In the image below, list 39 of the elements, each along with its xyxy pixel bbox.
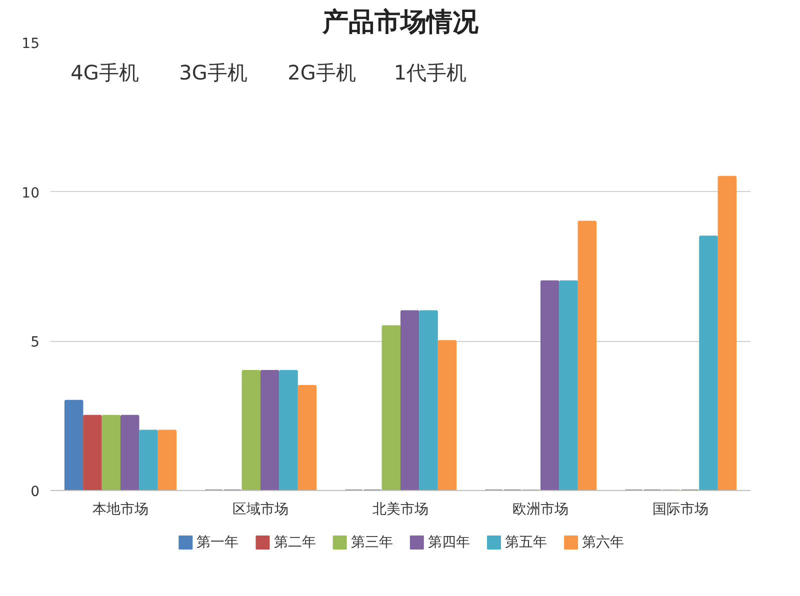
- legend-label: 第二年: [274, 534, 316, 550]
- bar: [699, 236, 718, 490]
- bar: [382, 325, 401, 490]
- bar: [158, 430, 177, 490]
- bar: [260, 370, 280, 490]
- x-tick-label: 区域市场: [232, 502, 288, 518]
- y-tick-label: 0: [30, 484, 40, 500]
- y-tick-label: 10: [22, 185, 40, 202]
- annotation: 4G手机: [70, 60, 139, 84]
- legend-label: 第五年: [505, 534, 548, 550]
- bar: [559, 280, 578, 490]
- bar: [718, 176, 737, 490]
- bar: [64, 400, 84, 490]
- x-tick-label: 北美市场: [372, 502, 428, 518]
- legend-label: 第三年: [350, 534, 393, 550]
- bar: [578, 220, 597, 490]
- bar: [242, 370, 261, 490]
- bar: [540, 280, 560, 490]
- bar: [83, 414, 102, 490]
- bar: [438, 340, 457, 490]
- bar: [139, 430, 158, 490]
- y-tick-label: 5: [30, 334, 40, 351]
- annotation: 1代手机: [394, 60, 467, 84]
- chart-title: 产品市场情况: [322, 8, 480, 38]
- bar: [102, 414, 121, 490]
- bar: [419, 310, 438, 490]
- legend-label: 第六年: [582, 534, 624, 550]
- x-tick-label: 本地市场: [92, 502, 148, 518]
- bar: [400, 310, 420, 490]
- legend-label: 第四年: [428, 534, 470, 550]
- x-tick-label: 欧洲市场: [512, 502, 568, 518]
- annotation: 2G手机: [288, 60, 356, 84]
- bar: [298, 384, 317, 490]
- legend-label: 第一年: [196, 534, 239, 550]
- bar: [279, 370, 298, 490]
- y-tick-label: 15: [22, 36, 40, 52]
- annotation: 3G手机: [179, 60, 248, 84]
- bar: [120, 414, 140, 490]
- x-tick-label: 国际市场: [652, 502, 708, 518]
